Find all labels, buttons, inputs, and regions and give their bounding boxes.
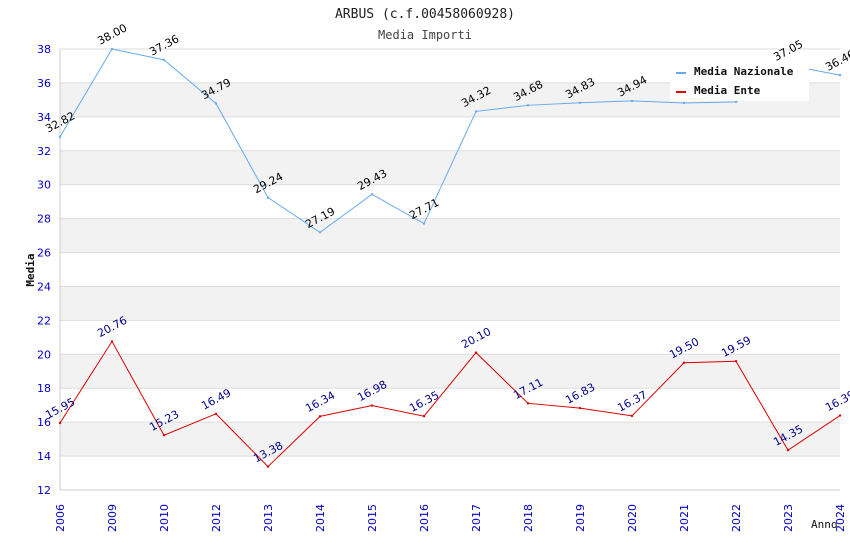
data-point-media-ente <box>110 340 114 343</box>
x-tick-labels: 2006 2009 2010 2012 2013 2014 2015 2016 2017 2018… <box>54 504 847 532</box>
data-label-media-ente: 20.10 <box>459 325 493 351</box>
data-point-media-nazionale <box>734 100 738 104</box>
y-tick-label: 34 <box>37 111 51 124</box>
x-tick-label: 2012 <box>210 504 223 532</box>
data-label-media-nazionale: 37.05 <box>771 37 805 63</box>
data-point-media-nazionale <box>162 58 166 62</box>
x-tick-label: 2020 <box>626 504 639 532</box>
y-tick-label: 30 <box>37 179 51 192</box>
data-point-media-nazionale <box>214 102 218 105</box>
x-tick-label: 2015 <box>366 504 379 532</box>
x-tick-label: 2017 <box>470 504 483 532</box>
grid-band <box>60 286 840 321</box>
x-tick-label: 2014 <box>314 504 327 532</box>
data-point-media-ente <box>786 448 790 452</box>
series-line-media-nazionale <box>59 48 841 233</box>
series-lines <box>58 47 842 468</box>
y-tick-label: 32 <box>37 145 51 158</box>
y-tick-label: 36 <box>37 77 51 90</box>
x-axis-label: Anno <box>811 518 838 531</box>
chart-subtitle: Media Importi <box>378 28 472 42</box>
x-tick-label: 2009 <box>106 504 119 532</box>
x-tick-label: 2021 <box>678 504 691 532</box>
data-point-media-ente <box>214 412 218 416</box>
legend: Media Nazionale Media Ente <box>670 61 809 101</box>
data-point-media-nazionale <box>266 196 270 199</box>
legend-label-media-nazionale: Media Nazionale <box>694 65 794 78</box>
y-tick-labels: 12 14 16 18 20 22 24 26 28 30 32 34 36 38 <box>37 43 51 497</box>
data-point-media-nazionale <box>422 222 426 225</box>
y-tick-label: 18 <box>37 382 51 395</box>
data-point-media-ente <box>318 415 322 418</box>
data-point-media-ente <box>578 406 582 410</box>
data-point-media-ente <box>682 361 686 364</box>
y-tick-label: 26 <box>37 247 51 260</box>
x-tick-label: 2010 <box>158 504 171 532</box>
data-point-media-ente <box>734 360 738 363</box>
x-tick-label: 2019 <box>574 504 587 532</box>
data-label-media-nazionale: 36.46 <box>823 48 850 74</box>
data-point-media-ente <box>266 465 270 468</box>
data-point-media-nazionale <box>318 231 322 234</box>
legend-label-media-ente: Media Ente <box>694 84 761 97</box>
y-tick-label: 28 <box>37 213 51 226</box>
chart-title: ARBUS (c.f.00458060928) <box>335 7 515 22</box>
data-point-media-ente <box>630 414 634 418</box>
x-tick-label: 2022 <box>730 504 743 532</box>
data-label-media-nazionale: 37.36 <box>147 32 181 58</box>
grid-band <box>60 354 840 389</box>
y-tick-label: 38 <box>37 43 51 56</box>
data-point-media-ente <box>474 351 478 354</box>
data-point-media-nazionale <box>578 101 582 104</box>
data-point-media-ente <box>526 402 530 405</box>
x-tick-label: 2024 <box>834 504 847 532</box>
data-point-media-nazionale <box>838 73 842 77</box>
legend-background <box>670 61 809 101</box>
y-tick-label: 22 <box>37 314 51 327</box>
x-tick-label: 2016 <box>418 504 431 532</box>
x-tick-label: 2018 <box>522 504 535 532</box>
x-tick-label: 2023 <box>782 504 795 532</box>
grid-band <box>60 422 840 457</box>
y-tick-label: 12 <box>37 484 51 497</box>
data-point-media-ente <box>162 434 166 437</box>
data-point-media-nazionale <box>474 110 478 113</box>
grid-bands <box>60 82 840 457</box>
data-point-media-ente <box>58 421 62 425</box>
data-point-media-nazionale <box>526 104 530 107</box>
data-point-media-nazionale <box>58 135 62 139</box>
data-point-media-nazionale <box>110 47 114 51</box>
y-tick-label: 20 <box>37 348 51 361</box>
data-point-media-nazionale <box>630 99 634 103</box>
data-point-media-nazionale <box>370 193 374 196</box>
data-label-media-ente: 16.39 <box>823 388 850 414</box>
grid-band <box>60 218 840 253</box>
y-axis-label: Media <box>24 253 37 286</box>
y-tick-label: 16 <box>37 416 51 429</box>
series-line-media-ente <box>59 340 841 468</box>
axes <box>59 49 840 491</box>
data-point-media-ente <box>838 414 842 417</box>
data-label-media-ente: 16.37 <box>615 388 649 414</box>
y-tick-label: 24 <box>37 280 51 293</box>
data-point-media-ente <box>422 415 426 418</box>
data-label-media-ente: 16.34 <box>303 389 337 415</box>
data-label-media-nazionale: 38.00 <box>95 21 129 47</box>
data-point-media-nazionale <box>682 101 686 105</box>
y-tick-label: 14 <box>37 450 51 463</box>
x-tick-label: 2013 <box>262 504 275 532</box>
x-tick-label: 2006 <box>54 504 67 532</box>
data-label-media-ente: 16.35 <box>407 389 441 415</box>
grid-lines <box>60 48 840 491</box>
data-label-media-ente: 16.49 <box>199 386 233 412</box>
data-point-media-ente <box>370 404 374 407</box>
